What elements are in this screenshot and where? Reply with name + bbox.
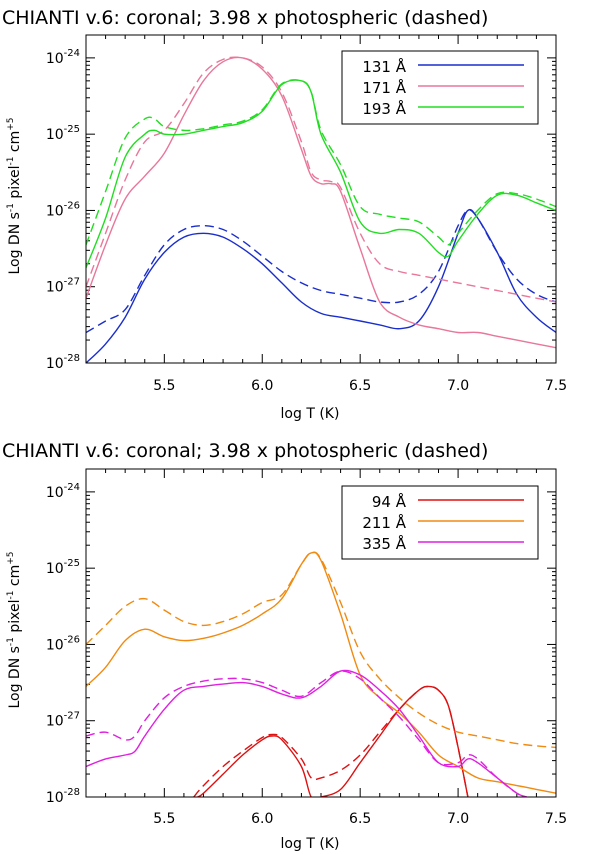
legend-label-193: 193 Å [362, 99, 406, 118]
x-tick-label: 6.0 [251, 811, 273, 827]
series-line-171-solid [86, 56, 556, 349]
x-tick-label: 7.5 [545, 811, 567, 827]
panel-bottom-legend: 94 Å 211 Å 335 Å [341, 485, 539, 560]
series-line-335-solid [86, 669, 527, 797]
panel-top-legend: 131 Å 171 Å 193 Å [341, 50, 539, 125]
series-line-131-dashed [86, 209, 556, 334]
panel-bottom-title: CHIANTI v.6: coronal; 3.98 x photospheri… [2, 440, 488, 462]
y-tick-label: 10-28 [46, 353, 80, 372]
panel-bottom-legend-box [341, 485, 539, 560]
y-tick-label: 10-27 [46, 277, 80, 296]
x-tick-label: 7.0 [447, 811, 469, 827]
panel-top-plot-area [85, 34, 557, 364]
y-tick-label: 10-25 [46, 124, 80, 143]
legend-label-335: 335 Å [362, 534, 406, 553]
series-line-211-dashed [86, 551, 556, 749]
series-line-193-dashed [86, 79, 556, 246]
series-line-211-solid [86, 551, 556, 794]
panel-top-legend-box [341, 50, 539, 125]
panel-bottom-xlabel: log T (K) [281, 836, 340, 852]
legend-label-131: 131 Å [362, 57, 406, 76]
panel-top-xlabel: log T (K) [281, 406, 340, 422]
legend-label-171: 171 Å [362, 78, 406, 97]
y-tick-label: 10-25 [46, 558, 80, 577]
panel-top-ylabel: Log DN s-1 pixel-1 cm+5 [6, 117, 23, 274]
legend-label-211: 211 Å [362, 513, 406, 532]
x-tick-label: 6.0 [251, 378, 273, 394]
y-tick-label: 10-28 [46, 787, 80, 806]
x-tick-label: 6.5 [349, 378, 371, 394]
panel-top: CHIANTI v.6: coronal; 3.98 x photospheri… [2, 7, 567, 422]
x-tick-label: 6.5 [349, 811, 371, 827]
y-tick-label: 10-24 [46, 482, 80, 501]
panel-bottom-ylabel: Log DN s-1 pixel-1 cm+5 [6, 551, 23, 708]
x-tick-label: 5.5 [153, 811, 175, 827]
y-tick-label: 10-27 [46, 711, 80, 730]
y-tick-label: 10-26 [46, 200, 80, 219]
panel-top-title: CHIANTI v.6: coronal; 3.98 x photospheri… [2, 7, 488, 29]
panel-bottom-plot-area [85, 468, 557, 798]
y-tick-label: 10-24 [46, 48, 80, 67]
series-line-131-solid [86, 208, 556, 363]
series-line-94-dashed [193, 685, 469, 797]
series-line-335-dashed [86, 670, 527, 797]
series-line-171-dashed [86, 56, 556, 303]
legend-label-94: 94 Å [372, 492, 407, 511]
x-tick-label: 7.0 [447, 378, 469, 394]
y-tick-label: 10-26 [46, 634, 80, 653]
panel-bottom: CHIANTI v.6: coronal; 3.98 x photospheri… [2, 440, 567, 852]
x-tick-label: 5.5 [153, 378, 175, 394]
x-tick-label: 7.5 [545, 378, 567, 394]
